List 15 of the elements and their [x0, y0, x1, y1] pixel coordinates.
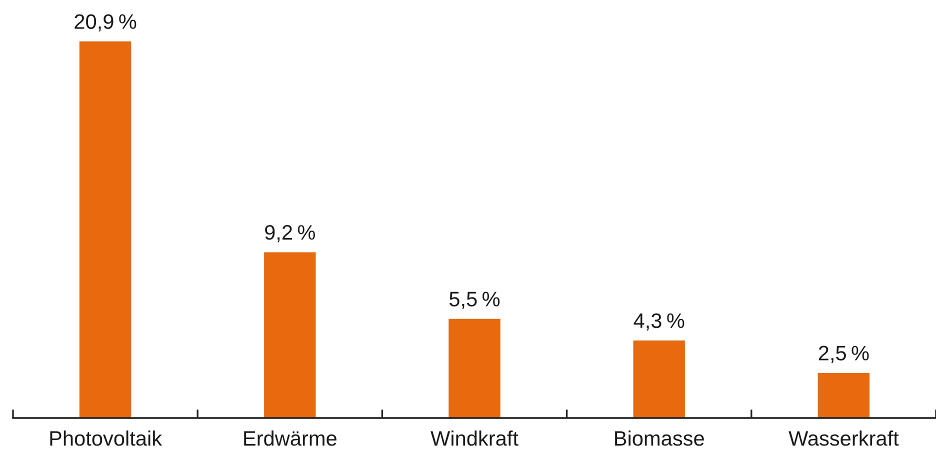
bar	[264, 252, 316, 418]
data-label: 5,5 %	[450, 292, 500, 309]
bar	[633, 340, 685, 418]
x-tick-label: Erdwärme	[244, 430, 336, 446]
data-label: 9,2 %	[265, 225, 315, 242]
x-tick-label: Wasserkraft	[788, 430, 899, 446]
bar	[818, 372, 870, 418]
bar	[448, 318, 500, 418]
data-label: 4,3 %	[634, 313, 684, 331]
x-tick-label: Windkraft	[430, 430, 518, 446]
bar	[79, 41, 132, 418]
data-label: 20,9 %	[74, 14, 136, 32]
data-label: 2,5 %	[818, 346, 869, 363]
x-tick-label: Biomasse	[615, 430, 704, 446]
x-tick-label: Photovoltaik	[50, 430, 162, 446]
